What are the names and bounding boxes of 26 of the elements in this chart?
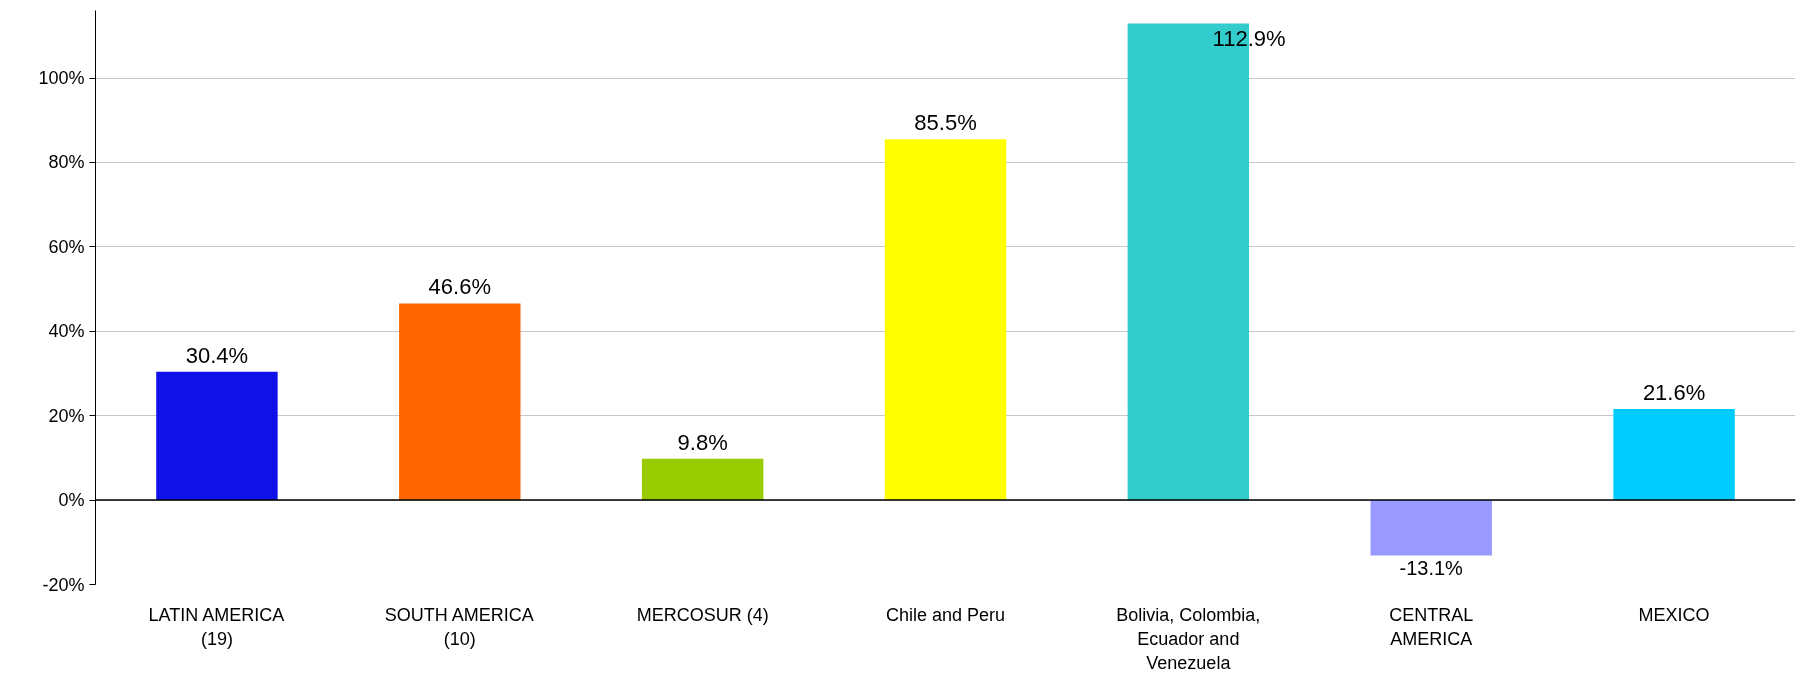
x-tick-label: MEXICO (1638, 604, 1710, 625)
data-label: -13.1% (1399, 557, 1464, 580)
bar (1613, 408, 1735, 501)
y-tick-label: -20% (42, 574, 85, 595)
y-tick-label: 0% (58, 490, 85, 511)
data-label: 9.8% (677, 429, 728, 455)
y-tick-label: 80% (48, 152, 85, 173)
y-tick-label: 100% (38, 68, 85, 89)
bar (884, 139, 1007, 501)
y-tick-label: 20% (48, 405, 85, 426)
x-tick-label: CENTRAL AMERICA (1389, 604, 1474, 649)
x-tick-label: Bolivia, Colombia, Ecuador and Venezuela (1116, 604, 1261, 673)
x-tick-label: SOUTH AMERICA (10) (384, 604, 534, 649)
data-label: 30.4% (185, 342, 249, 368)
bar (399, 303, 521, 501)
x-tick-label: MERCOSUR (4) (636, 604, 769, 625)
y-tick-label: 40% (48, 321, 85, 342)
bar (1370, 500, 1492, 556)
bar (156, 371, 278, 501)
data-label: 21.6% (1642, 379, 1706, 405)
bar (641, 458, 764, 501)
x-tick-label: LATIN AMERICA (19) (148, 604, 285, 649)
data-label: 46.6% (428, 274, 491, 300)
x-tick-label: Chile and Peru (885, 604, 1006, 625)
y-tick-label: 60% (48, 236, 85, 257)
data-label: 85.5% (914, 110, 977, 136)
